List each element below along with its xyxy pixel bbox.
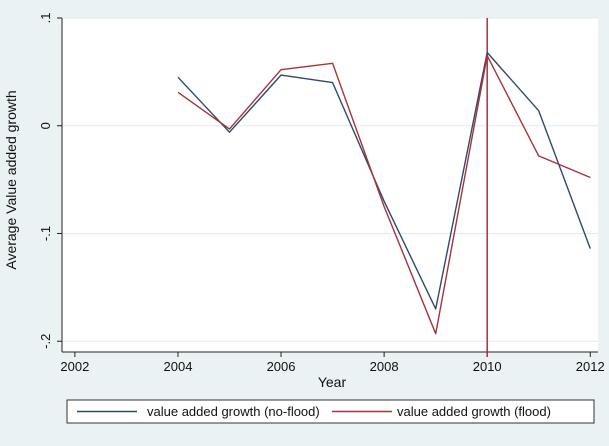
x-tick-label: 2004 <box>164 359 193 374</box>
x-tick-label: 2010 <box>473 359 502 374</box>
x-tick-label: 2006 <box>267 359 296 374</box>
y-tick-label: -.1 <box>38 226 53 241</box>
y-axis-title: Average Value added growth <box>3 90 19 269</box>
x-tick-label: 2012 <box>576 359 605 374</box>
plot-area <box>62 18 598 352</box>
y-tick-label: .1 <box>38 13 53 24</box>
y-tick-label: -.2 <box>38 334 53 349</box>
series-line-1 <box>177 55 591 335</box>
legend-box <box>66 399 595 424</box>
x-tick-label: 2008 <box>370 359 399 374</box>
y-tick-label: 0 <box>38 122 53 129</box>
x-axis-title: Year <box>318 374 347 390</box>
series-line-0 <box>177 51 591 310</box>
legend-label-0: value added growth (no-flood) <box>147 404 320 419</box>
x-tick-label: 2002 <box>60 359 89 374</box>
legend-label-1: value added growth (flood) <box>397 404 551 419</box>
